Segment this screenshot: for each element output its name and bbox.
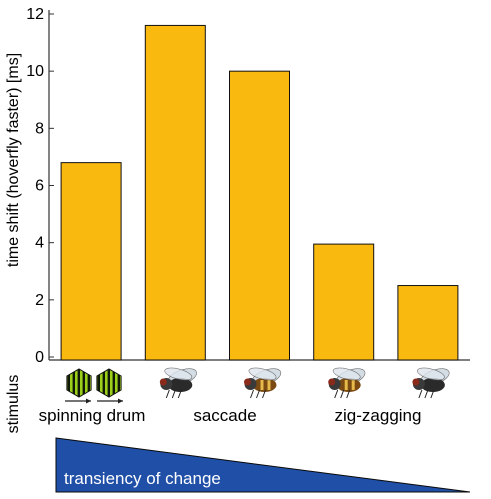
fly-icon <box>159 367 197 399</box>
y-axis-label: time shift (hoverfly faster) [ms] <box>5 53 22 267</box>
hoverfly-icon <box>244 367 282 399</box>
bar-1 <box>144 24 206 361</box>
y-tick-label: 0 <box>35 349 44 366</box>
group-label-zig-zagging: zig-zagging <box>335 406 422 425</box>
hoverfly-icon <box>328 367 366 399</box>
y-tick-label: 8 <box>35 120 44 137</box>
grating-drum-icon <box>65 368 123 404</box>
fly-icon <box>412 367 450 399</box>
y-tick-label: 4 <box>35 235 44 252</box>
y-tick-label: 12 <box>26 6 44 23</box>
y-tick-label: 2 <box>35 292 44 309</box>
bar-0 <box>60 162 122 361</box>
transiency-wedge <box>55 437 471 493</box>
bar-2 <box>229 70 290 361</box>
bar-3 <box>313 243 375 361</box>
y-tick-label: 6 <box>35 178 44 195</box>
bar-4 <box>397 285 459 361</box>
stimulus-label: stimulus <box>5 375 22 434</box>
y-tick-label: 10 <box>26 63 44 80</box>
transiency-label: transiency of change <box>64 469 221 488</box>
group-label-spinning-drum: spinning drum <box>39 406 146 425</box>
group-label-saccade: saccade <box>193 406 256 425</box>
